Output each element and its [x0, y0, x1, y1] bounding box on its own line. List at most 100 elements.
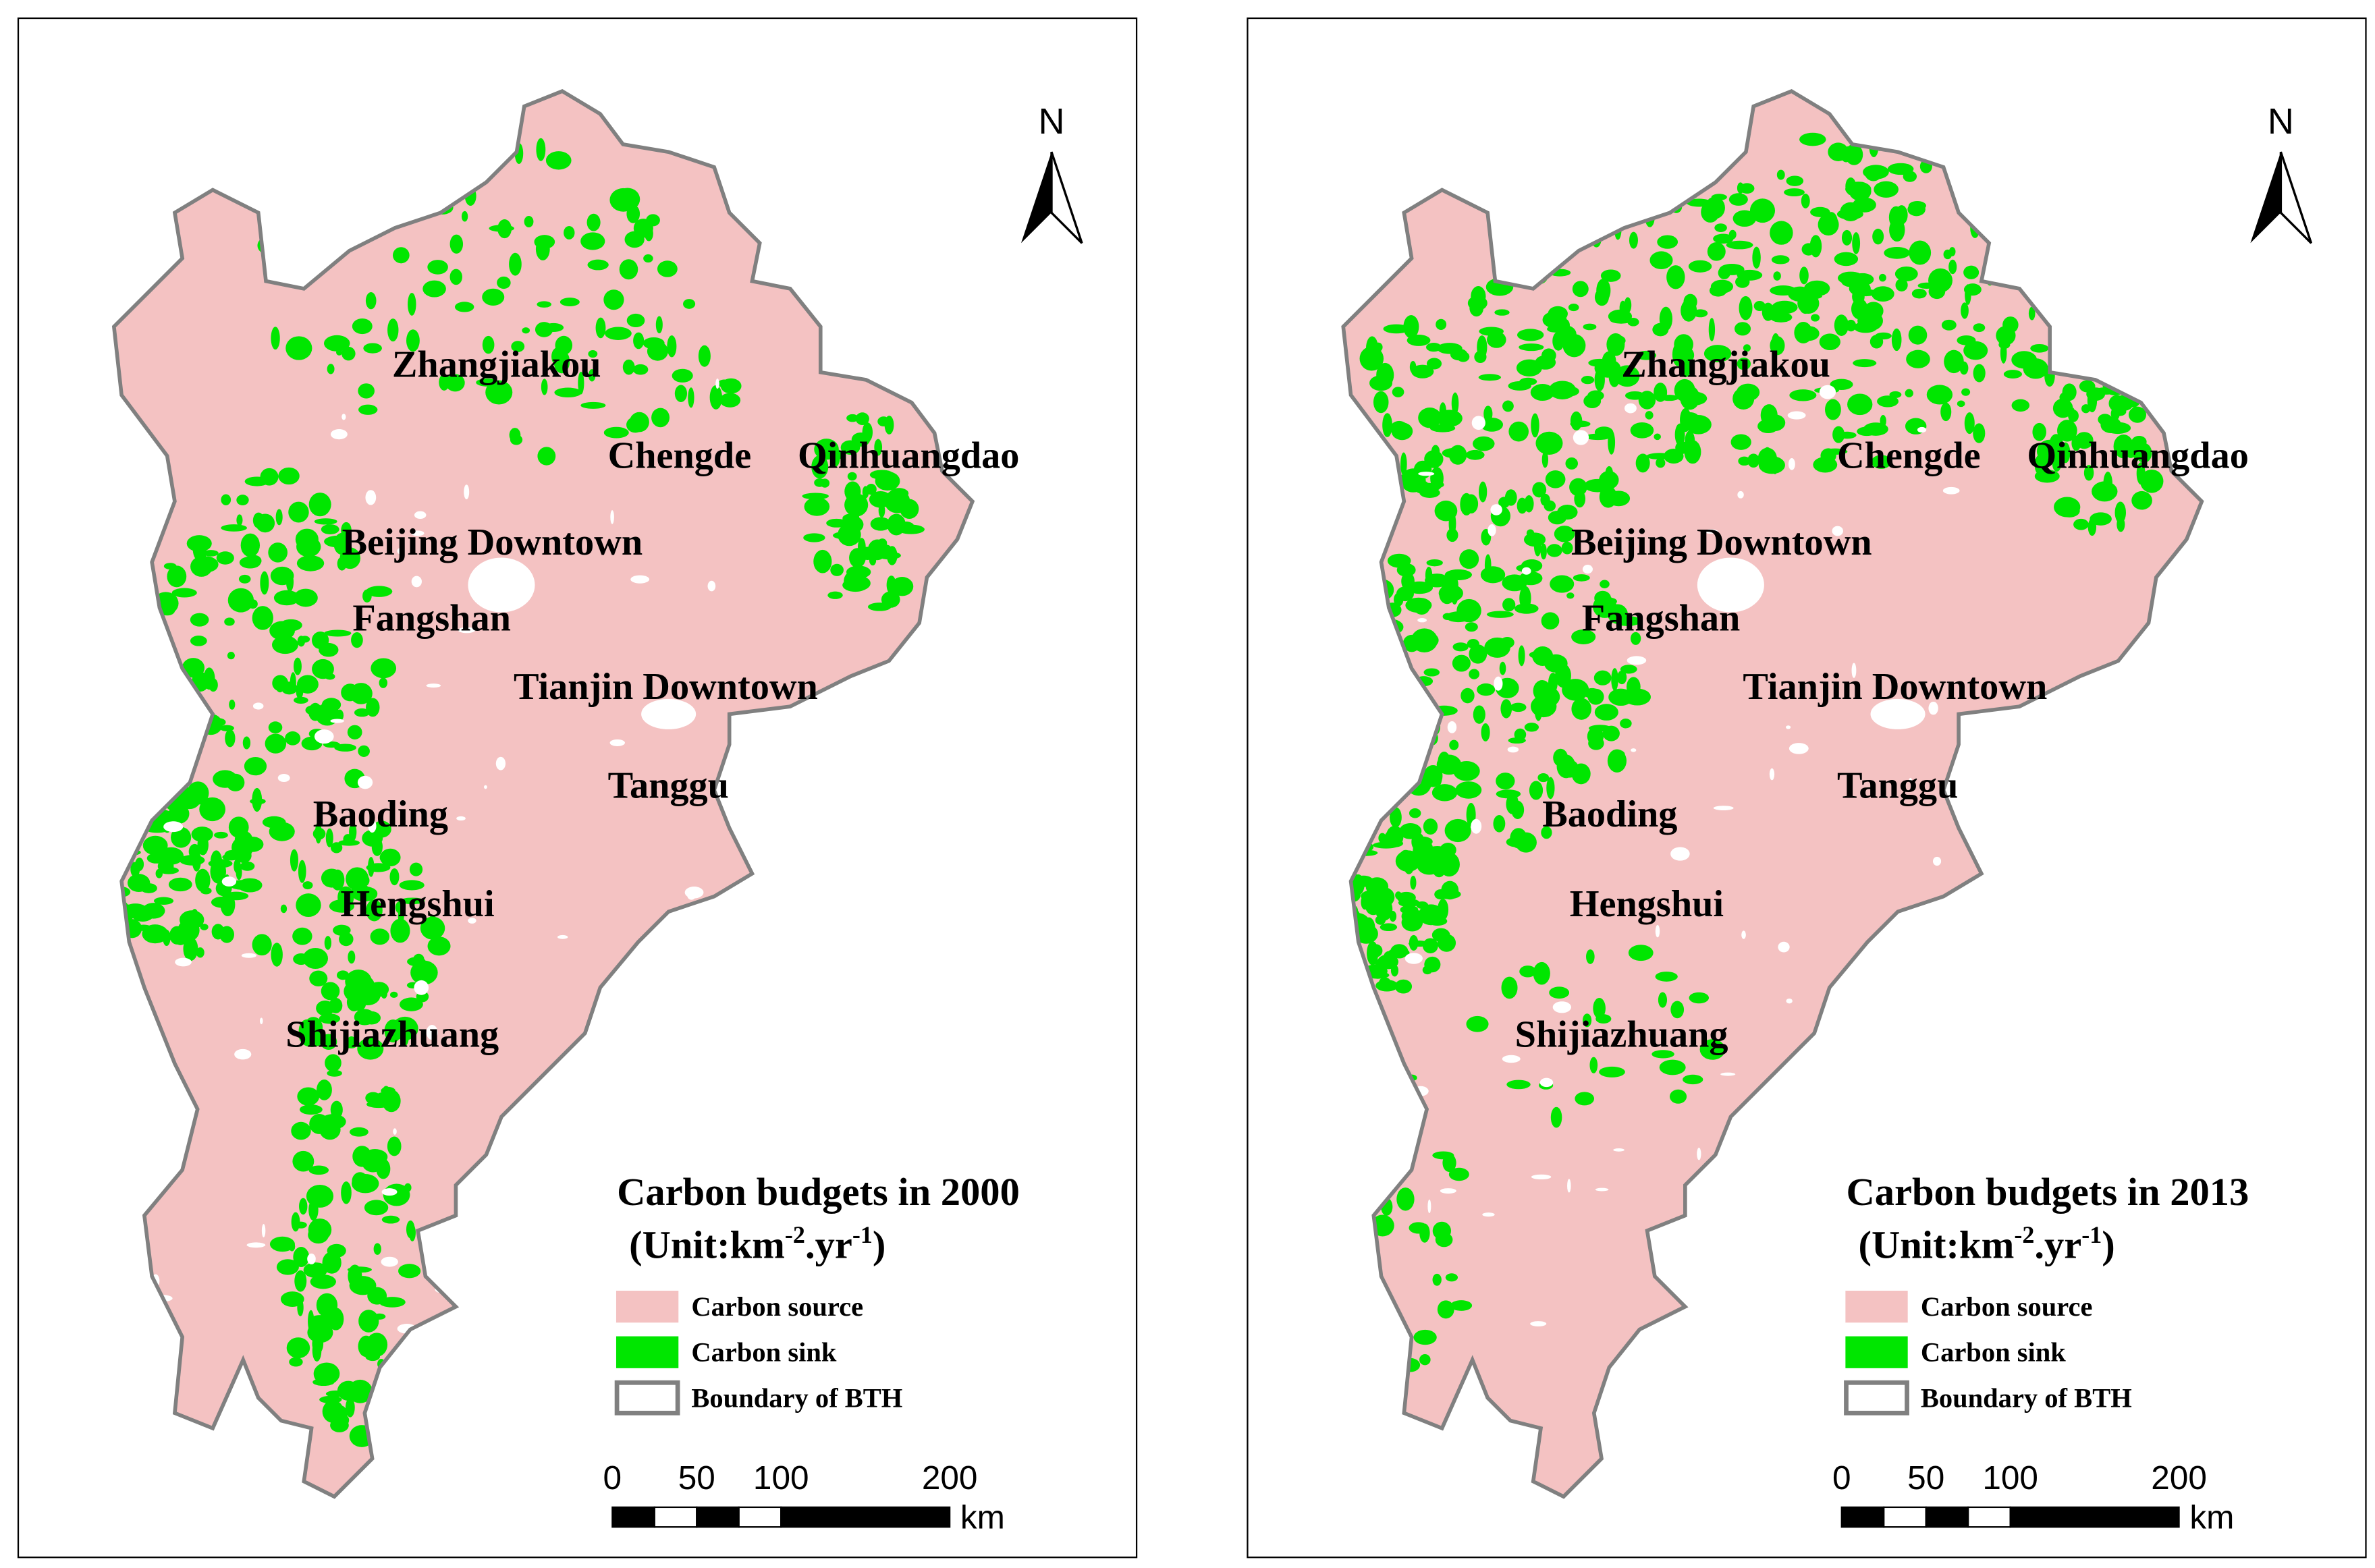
- sink-patch: [1928, 268, 1953, 293]
- sink-patch: [314, 518, 337, 525]
- sink-patch: [1441, 880, 1459, 900]
- sink-patch: [157, 859, 174, 874]
- sink-patch: [1737, 358, 1751, 370]
- sink-patch: [351, 632, 363, 648]
- sink-patch: [1583, 393, 1602, 408]
- sink-patch: [1620, 665, 1637, 674]
- sink-patch: [330, 842, 343, 853]
- sink-patch: [1895, 278, 1908, 292]
- sink-patch: [1473, 705, 1485, 724]
- sink-patch: [1426, 342, 1442, 352]
- sink-patch: [348, 950, 356, 964]
- sink-patch: [1571, 629, 1596, 644]
- sink-patch: [1413, 1329, 1437, 1345]
- sink-patch: [541, 379, 548, 395]
- legend-swatch: [1845, 1336, 1908, 1368]
- sink-patch: [240, 861, 255, 871]
- sink-patch: [1508, 381, 1531, 391]
- sink-patch: [275, 677, 285, 693]
- sink-patch: [580, 401, 606, 409]
- sink-patch: [1431, 928, 1450, 943]
- scale-label: 100: [753, 1459, 809, 1496]
- sink-patch: [1600, 269, 1621, 282]
- sink-patch: [1519, 343, 1544, 352]
- sink-patch: [334, 744, 356, 752]
- sink-patch: [191, 827, 213, 842]
- sink-patch: [1608, 688, 1633, 706]
- urban-spot: [1789, 743, 1809, 754]
- sink-patch: [182, 658, 205, 678]
- sink-patch: [1851, 278, 1864, 294]
- sink-patch: [482, 335, 495, 354]
- sink-patch: [311, 631, 329, 650]
- sink-patch: [1875, 332, 1892, 340]
- urban-spot: [221, 876, 237, 887]
- sink-patch: [238, 574, 251, 584]
- sink-patch: [688, 387, 694, 408]
- sink-patch: [1549, 986, 1570, 999]
- sink-patch: [1654, 433, 1661, 441]
- scale-segment: [1925, 1506, 1969, 1528]
- sink-patch: [1465, 622, 1478, 632]
- urban-spot: [397, 548, 403, 555]
- sink-patch: [345, 1041, 358, 1048]
- sink-patch: [537, 301, 551, 308]
- sink-patch: [1409, 934, 1419, 951]
- sink-patch: [1502, 515, 1509, 522]
- sink-patch: [348, 1264, 362, 1287]
- sink-patch: [1425, 566, 1433, 584]
- city-label: Shijiazhuang: [1515, 1014, 1728, 1056]
- sink-patch: [291, 1121, 311, 1140]
- sink-patch: [1390, 964, 1398, 977]
- sink-patch: [1599, 1066, 1625, 1077]
- scale-unit: km: [960, 1499, 1005, 1536]
- sink-patch: [1822, 448, 1848, 455]
- sink-patch: [1749, 198, 1776, 223]
- sink-patch: [1973, 323, 1986, 333]
- sink-patch: [2083, 465, 2094, 481]
- sink-patch: [1737, 269, 1763, 281]
- sink-patch: [1657, 235, 1678, 249]
- sink-patch: [302, 947, 329, 970]
- sink-patch: [327, 1308, 344, 1331]
- sink-patch: [1963, 265, 1980, 279]
- sink-patch: [497, 276, 511, 289]
- sink-patch: [1432, 1151, 1454, 1160]
- sink-patch: [321, 868, 342, 888]
- sink-patch: [1651, 258, 1662, 265]
- sink-patch: [398, 908, 404, 924]
- sink-patch: [306, 1184, 334, 1208]
- unit-part: -1: [852, 1221, 873, 1248]
- sink-patch: [285, 336, 312, 360]
- sink-patch: [1689, 992, 1710, 1004]
- sink-patch: [1542, 311, 1567, 329]
- sink-patch: [1569, 478, 1587, 497]
- sink-patch: [1510, 702, 1527, 712]
- sink-patch: [633, 219, 653, 238]
- sink-patch: [352, 1174, 379, 1194]
- sink-patch: [298, 860, 306, 883]
- sink-patch: [1418, 904, 1444, 926]
- sink-patch: [409, 862, 423, 876]
- sink-patch: [389, 868, 400, 886]
- legend-unit: (Unit:km-2.yr-1): [629, 1221, 885, 1267]
- sink-patch: [1669, 1089, 1687, 1104]
- sink-patch: [869, 555, 877, 566]
- sink-patch: [559, 298, 580, 307]
- legend-label: Boundary of BTH: [691, 1382, 902, 1413]
- sink-patch: [300, 636, 310, 643]
- sink-patch: [1587, 727, 1604, 746]
- urban-spot: [1539, 1077, 1554, 1088]
- sink-patch: [1838, 431, 1857, 439]
- urban-spot: [381, 1256, 398, 1267]
- sink-patch: [1533, 680, 1552, 702]
- urban-spot: [1627, 656, 1647, 665]
- sink-patch: [422, 280, 446, 298]
- sink-patch: [449, 234, 464, 254]
- urban-spot: [365, 490, 377, 505]
- sink-patch: [1444, 818, 1471, 843]
- scale-segment: [1967, 1506, 2011, 1528]
- sink-patch: [1588, 358, 1612, 367]
- sink-patch: [366, 899, 383, 922]
- sink-patch: [1353, 875, 1374, 887]
